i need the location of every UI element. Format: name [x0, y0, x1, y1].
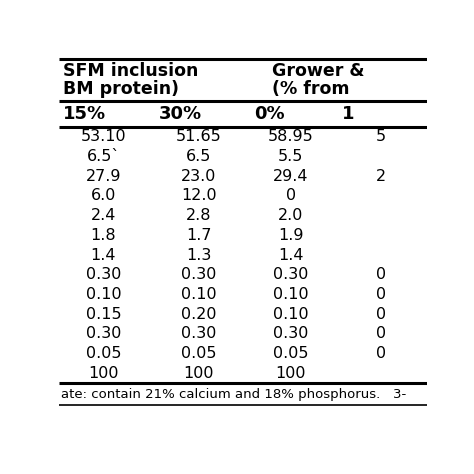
Text: 0: 0 — [375, 327, 386, 341]
Text: 1.4: 1.4 — [91, 247, 116, 263]
Text: 6.5: 6.5 — [186, 149, 211, 164]
Text: 30%: 30% — [158, 105, 201, 123]
Text: 6.5`: 6.5` — [87, 149, 120, 164]
Text: 0.20: 0.20 — [181, 307, 217, 322]
Text: 100: 100 — [88, 366, 118, 381]
Text: 0: 0 — [375, 267, 386, 283]
Text: 2: 2 — [375, 169, 386, 184]
Text: 0.30: 0.30 — [86, 267, 121, 283]
Text: (% from: (% from — [272, 80, 350, 98]
Text: 2.0: 2.0 — [278, 208, 303, 223]
Text: BM protein): BM protein) — [63, 80, 179, 98]
Text: 0.05: 0.05 — [181, 346, 217, 361]
Text: 0%: 0% — [254, 105, 284, 123]
Text: 1.9: 1.9 — [278, 228, 303, 243]
Text: 0: 0 — [375, 287, 386, 302]
Text: 2.4: 2.4 — [91, 208, 116, 223]
Text: 12.0: 12.0 — [181, 189, 217, 203]
Text: 1.8: 1.8 — [91, 228, 116, 243]
Text: 2.8: 2.8 — [186, 208, 211, 223]
Text: 0.10: 0.10 — [273, 287, 309, 302]
Text: 29.4: 29.4 — [273, 169, 309, 184]
Text: 6.0: 6.0 — [91, 189, 116, 203]
Text: 0.30: 0.30 — [86, 327, 121, 341]
Text: 1.7: 1.7 — [186, 228, 211, 243]
Text: 1.3: 1.3 — [186, 247, 211, 263]
Text: 58.95: 58.95 — [268, 129, 314, 144]
Text: 0.05: 0.05 — [86, 346, 121, 361]
Text: 15%: 15% — [63, 105, 106, 123]
Text: 0.30: 0.30 — [273, 267, 309, 283]
Text: 1: 1 — [342, 105, 355, 123]
Text: 5: 5 — [375, 129, 386, 144]
Text: Grower &: Grower & — [272, 62, 365, 80]
Text: 0.30: 0.30 — [181, 267, 217, 283]
Text: 0.10: 0.10 — [181, 287, 217, 302]
Text: ate: contain 21% calcium and 18% phosphorus.   3-: ate: contain 21% calcium and 18% phospho… — [61, 388, 406, 401]
Text: 0.30: 0.30 — [273, 327, 309, 341]
Text: 0.15: 0.15 — [85, 307, 121, 322]
Text: 27.9: 27.9 — [86, 169, 121, 184]
Text: 5.5: 5.5 — [278, 149, 303, 164]
Text: 0.10: 0.10 — [85, 287, 121, 302]
Text: 100: 100 — [275, 366, 306, 381]
Text: 0: 0 — [286, 189, 296, 203]
Text: 0.10: 0.10 — [273, 307, 309, 322]
Text: 1.4: 1.4 — [278, 247, 303, 263]
Text: 0.30: 0.30 — [181, 327, 217, 341]
Text: 100: 100 — [183, 366, 214, 381]
Text: SFM inclusion: SFM inclusion — [63, 62, 198, 80]
Text: 23.0: 23.0 — [181, 169, 217, 184]
Text: 0.05: 0.05 — [273, 346, 309, 361]
Text: 53.10: 53.10 — [81, 129, 126, 144]
Text: 0: 0 — [375, 307, 386, 322]
Text: 51.65: 51.65 — [176, 129, 222, 144]
Text: 0: 0 — [375, 346, 386, 361]
